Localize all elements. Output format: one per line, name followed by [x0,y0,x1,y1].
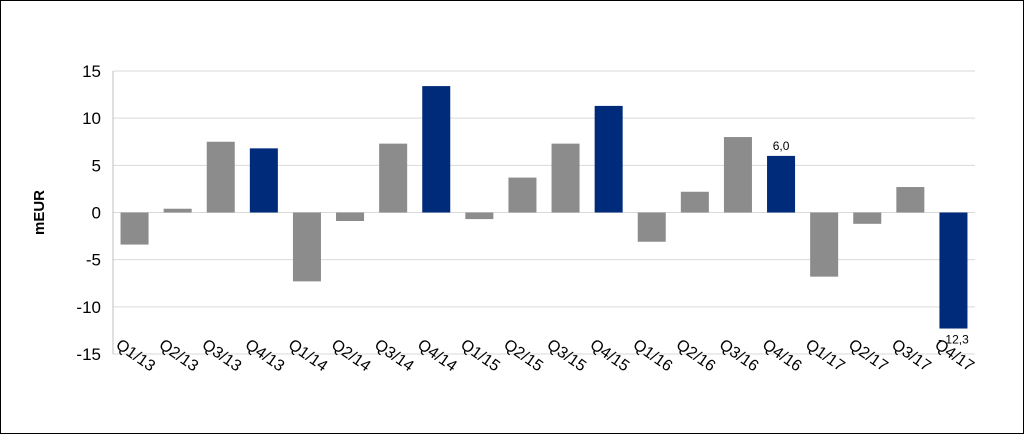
y-tick-label: 15 [82,62,101,81]
x-tick-labels: Q1/13Q2/13Q3/13Q4/13Q1/14Q2/14Q3/14Q4/14… [113,336,977,375]
y-tick-label: -15 [76,345,101,364]
x-tick-label: Q4/16 [759,336,805,375]
x-tick-label: Q4/15 [587,336,633,375]
x-tick-label: Q4/14 [414,336,460,375]
bar-q1-16 [637,212,666,242]
data-label: - 12,3 [938,333,969,347]
bar-q4-15 [594,105,623,213]
data-label: 6,0 [773,139,790,153]
x-tick-label: Q3/15 [544,336,590,375]
y-tick-label: 5 [92,156,101,175]
y-tick-label: -10 [76,298,101,317]
gridlines [113,70,975,355]
bar-q3-14 [379,143,408,213]
y-tick-label: 10 [82,109,101,128]
bar-q1-17 [810,212,839,277]
bar-q1-15 [465,212,494,220]
y-tick-label: 0 [92,204,101,223]
bar-q4-13 [249,148,278,213]
x-tick-label: Q2/15 [500,336,546,375]
y-axis-label: mEUR [31,190,48,235]
x-tick-label: Q3/16 [716,336,762,375]
bar-q3-17 [896,187,925,213]
x-tick-label: Q1/17 [802,336,848,375]
x-tick-label: Q2/13 [156,336,202,375]
bar-q1-13 [120,212,149,245]
x-tick-label: Q1/13 [113,336,159,375]
x-tick-label: Q3/14 [371,336,417,375]
bars [120,86,968,329]
x-tick-label: Q2/16 [673,336,719,375]
bar-q3-15 [551,143,580,213]
x-tick-label: Q4/13 [242,336,288,375]
bar-q3-13 [206,141,235,213]
bar-q2-16 [680,191,709,213]
y-tick-label: -5 [86,251,101,270]
x-tick-label: Q1/15 [457,336,503,375]
x-tick-label: Q3/13 [199,336,245,375]
data-labels: 6,0 - 12,3 [773,139,969,347]
bar-q2-17 [853,212,882,224]
x-tick-label: Q2/14 [328,336,374,375]
bar-q4-14 [422,86,451,213]
bar-q1-14 [292,212,321,282]
bar-q2-14 [336,212,365,221]
x-tick-label: Q2/17 [845,336,891,375]
bar-q4-16 [767,155,796,213]
x-tick-label: Q1/16 [630,336,676,375]
bar-q2-13 [163,208,192,213]
bar-q3-16 [723,137,752,213]
y-tick-labels: -15 -10 -5 0 5 10 15 [76,62,101,364]
x-tick-label: Q1/14 [285,336,331,375]
bar-q2-15 [508,177,537,213]
x-tick-label: Q3/17 [888,336,934,375]
bar-q4-17 [939,212,968,329]
